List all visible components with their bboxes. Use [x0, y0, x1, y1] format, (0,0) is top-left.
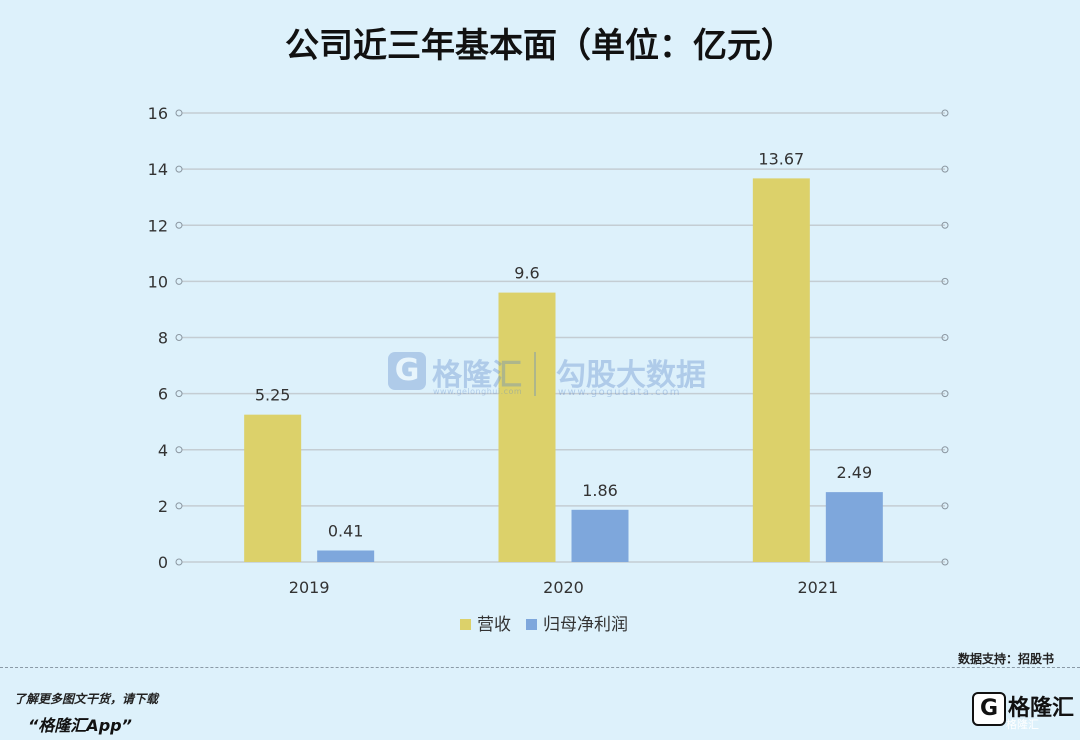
x-tick-label: 2020	[543, 578, 584, 597]
chart-title: 公司近三年基本面（单位：亿元）	[285, 26, 795, 66]
bar-chart: 公司近三年基本面（单位：亿元） 0 2 4 6 8 10 12 14 16 5.25 0.41 2019…	[148, 26, 949, 635]
promo-app-name: “格隆汇App”	[28, 716, 132, 735]
legend-swatch	[460, 619, 471, 630]
y-tick-label: 6	[158, 385, 168, 404]
data-label: 5.25	[255, 386, 291, 405]
y-tick-label: 4	[158, 441, 168, 460]
gridline-marker-right	[941, 558, 949, 566]
gridline-marker-right	[941, 390, 949, 398]
y-tick-label: 16	[148, 104, 168, 123]
gridline-marker-right	[941, 502, 949, 510]
y-tick-label: 2	[158, 497, 168, 516]
gridline-marker-right	[941, 165, 949, 173]
gridline-marker-right	[941, 109, 949, 117]
gridline-marker-right	[941, 221, 949, 229]
gridline-marker-right	[941, 277, 949, 285]
x-tick-label: 2019	[289, 578, 330, 597]
y-tick-label: 8	[158, 329, 168, 348]
data-label: 1.86	[582, 481, 618, 500]
data-label: 2.49	[837, 463, 873, 482]
legend-label: 营收	[477, 615, 511, 635]
chart-area: 公司近三年基本面（单位：亿元） 0 2 4 6 8 10 12 14 16 5.25 0.41 2019…	[148, 26, 949, 635]
gridline-marker-left	[175, 502, 183, 510]
bar-营收-2021	[752, 178, 810, 562]
gridline-marker-right	[941, 446, 949, 454]
watermark-divider	[534, 352, 536, 396]
y-tick-label: 14	[148, 160, 168, 179]
gridline-marker-right	[941, 334, 949, 341]
bar-营收-2019	[244, 414, 302, 562]
watermark: G 格隆汇 www.gelonghui.com 勾股大数据 www.goguda…	[388, 350, 708, 400]
watermark-url-secondary: www.gogudata.com	[558, 387, 682, 398]
gridline-marker-left	[175, 446, 183, 454]
brand-name-small: 格隆汇	[1006, 718, 1039, 731]
legend-swatch	[526, 619, 537, 630]
gridline-marker-left	[175, 109, 183, 117]
data-source-note: 数据支持：招股书	[957, 652, 1054, 666]
gridline-marker-left	[175, 221, 183, 229]
legend-label: 归母净利润	[543, 615, 628, 635]
bar-归母净利润-2021	[825, 492, 883, 562]
y-tick-label: 10	[148, 272, 168, 291]
data-label: 0.41	[328, 521, 364, 540]
watermark-url: www.gelonghui.com	[433, 387, 523, 396]
promo-text: 了解更多图文干货，请下载	[14, 692, 159, 706]
gridline-marker-left	[175, 334, 183, 341]
watermark-name: 格隆汇	[432, 358, 522, 393]
gridline-marker-left	[175, 277, 183, 285]
data-label: 9.6	[514, 264, 539, 283]
y-tick-label: 0	[158, 553, 168, 572]
x-tick-label: 2021	[797, 578, 838, 597]
gridline-marker-left	[175, 390, 183, 398]
watermark-name-secondary: 勾股大数据	[556, 358, 706, 393]
footer-divider	[0, 667, 1080, 668]
data-label: 13.67	[758, 149, 804, 168]
watermark-logo-icon: G	[388, 352, 426, 390]
bar-归母净利润-2019	[317, 550, 375, 562]
brand-name: 格隆汇	[1008, 696, 1075, 721]
gridline-marker-left	[175, 165, 183, 173]
y-tick-label: 12	[148, 216, 168, 235]
bar-营收-2020	[498, 292, 556, 562]
brand-logo-icon: G	[972, 692, 1006, 726]
gridline-marker-left	[175, 558, 183, 566]
bar-归母净利润-2020	[571, 509, 629, 562]
